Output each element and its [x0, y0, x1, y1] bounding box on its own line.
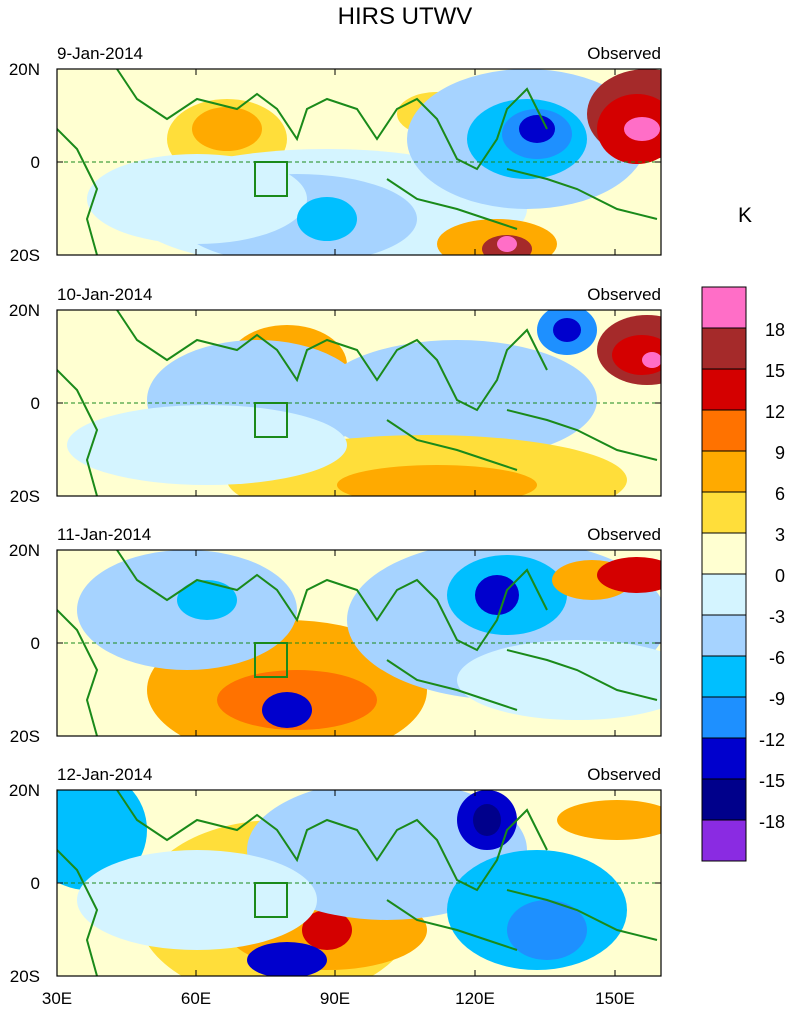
anomaly-contour: [262, 692, 312, 728]
anomaly-contour: [297, 197, 357, 241]
panel-fill: [57, 69, 661, 255]
colorbar-label: -18: [759, 812, 785, 832]
map-panel-4: [56, 789, 662, 977]
lon-labels: 30E 60E 90E 120E 150E: [42, 989, 635, 1008]
coastline: [57, 69, 658, 255]
colorbar-swatch: [701, 286, 747, 329]
colorbar-label: 0: [775, 566, 785, 586]
colorbar-label: -9: [769, 689, 785, 709]
colorbar-swatch: [701, 532, 747, 575]
anomaly-contour: [612, 335, 661, 375]
panel-fill: [57, 310, 661, 496]
anomaly-contour: [597, 557, 661, 593]
lat-label: 0: [31, 634, 40, 653]
lat-label: 20S: [10, 727, 40, 746]
anomaly-contour: [475, 575, 519, 615]
map-panel-1: [56, 68, 662, 256]
colorbar-swatch: [701, 327, 747, 370]
colorbar-label: 15: [765, 361, 785, 381]
lon-label: 150E: [595, 989, 635, 1008]
coastline: [57, 310, 658, 496]
anomaly-contour: [192, 107, 262, 151]
colorbar-swatch: [701, 573, 747, 616]
panel-fill: [57, 790, 661, 976]
colorbar-swatch: [701, 491, 747, 534]
colorbar-label: -12: [759, 730, 785, 750]
map-panel-3: [56, 549, 662, 737]
anomaly-contour: [519, 115, 555, 143]
colorbar-swatch: [701, 450, 747, 493]
map-panel-2: [56, 309, 662, 497]
colorbar-unit: K: [738, 204, 752, 227]
panel-fill: [57, 550, 661, 736]
colorbar-swatch: [701, 696, 747, 739]
anomaly-contour: [624, 117, 660, 141]
coastline: [57, 550, 658, 736]
colorbar-labels: 18 15 12 9 6 3 0 -3 -6 -9 -12 -15 -18: [759, 320, 785, 832]
anomaly-contour: [337, 465, 537, 496]
coastline: [57, 790, 658, 976]
anomaly-contour: [642, 352, 661, 368]
lon-label: 120E: [455, 989, 495, 1008]
colorbar-label: 18: [765, 320, 785, 340]
anomaly-contour: [177, 580, 237, 620]
colorbar-swatch: [701, 655, 747, 698]
panel-4-date: 12-Jan-2014: [57, 765, 152, 784]
anomaly-contour: [87, 154, 307, 244]
anomaly-contour: [553, 318, 581, 342]
colorbar-label: 3: [775, 525, 785, 545]
anomaly-contour: [302, 910, 352, 950]
colorbar-swatch: [701, 778, 747, 821]
colorbar-label: 12: [765, 402, 785, 422]
anomaly-contour: [247, 942, 327, 976]
colorbar-label: -15: [759, 771, 785, 791]
panel-3-date: 11-Jan-2014: [57, 525, 151, 544]
lon-label: 90E: [320, 989, 350, 1008]
anomaly-contour: [507, 900, 587, 960]
panel-1-label: Observed: [587, 44, 661, 63]
lat-label: 20S: [10, 487, 40, 506]
panel-2-label: Observed: [587, 285, 661, 304]
panel-2-date: 10-Jan-2014: [57, 285, 152, 304]
lat-label: 20S: [10, 967, 40, 986]
colorbar-label: 6: [775, 484, 785, 504]
lat-label: 0: [31, 153, 40, 172]
region-box: [254, 642, 288, 678]
colorbar: [701, 286, 747, 862]
colorbar-swatch: [701, 737, 747, 780]
colorbar-label: -6: [769, 648, 785, 668]
lat-label: 20N: [9, 301, 40, 320]
colorbar-swatch: [701, 614, 747, 657]
colorbar-label: 9: [775, 443, 785, 463]
anomaly-contour: [67, 405, 347, 485]
anomaly-contour: [473, 804, 501, 836]
anomaly-contour: [497, 236, 517, 252]
lon-label: 60E: [181, 989, 211, 1008]
colorbar-swatch: [701, 368, 747, 411]
lat-label: 0: [31, 874, 40, 893]
anomaly-contour: [77, 850, 317, 950]
colorbar-swatch: [701, 409, 747, 452]
lat-label: 20N: [9, 541, 40, 560]
figure-title: HIRS UTWV: [338, 3, 473, 30]
lat-label: 20S: [10, 246, 40, 265]
colorbar-label: -3: [769, 607, 785, 627]
lat-label: 20N: [9, 60, 40, 79]
region-box: [254, 402, 288, 438]
panel-3-label: Observed: [587, 525, 661, 544]
anomaly-contour: [557, 800, 661, 840]
lat-label: 0: [31, 394, 40, 413]
lon-label: 30E: [42, 989, 72, 1008]
region-box: [254, 161, 288, 197]
region-box: [254, 882, 288, 918]
lat-label: 20N: [9, 781, 40, 800]
lat-labels: 20N 0 20S 20N 0 20S 20N 0 20S 20N 0 20S: [9, 60, 40, 986]
anomaly-contour: [457, 640, 661, 720]
panel-1-date: 9-Jan-2014: [57, 44, 143, 63]
panel-4-label: Observed: [587, 765, 661, 784]
colorbar-swatch: [701, 819, 747, 862]
